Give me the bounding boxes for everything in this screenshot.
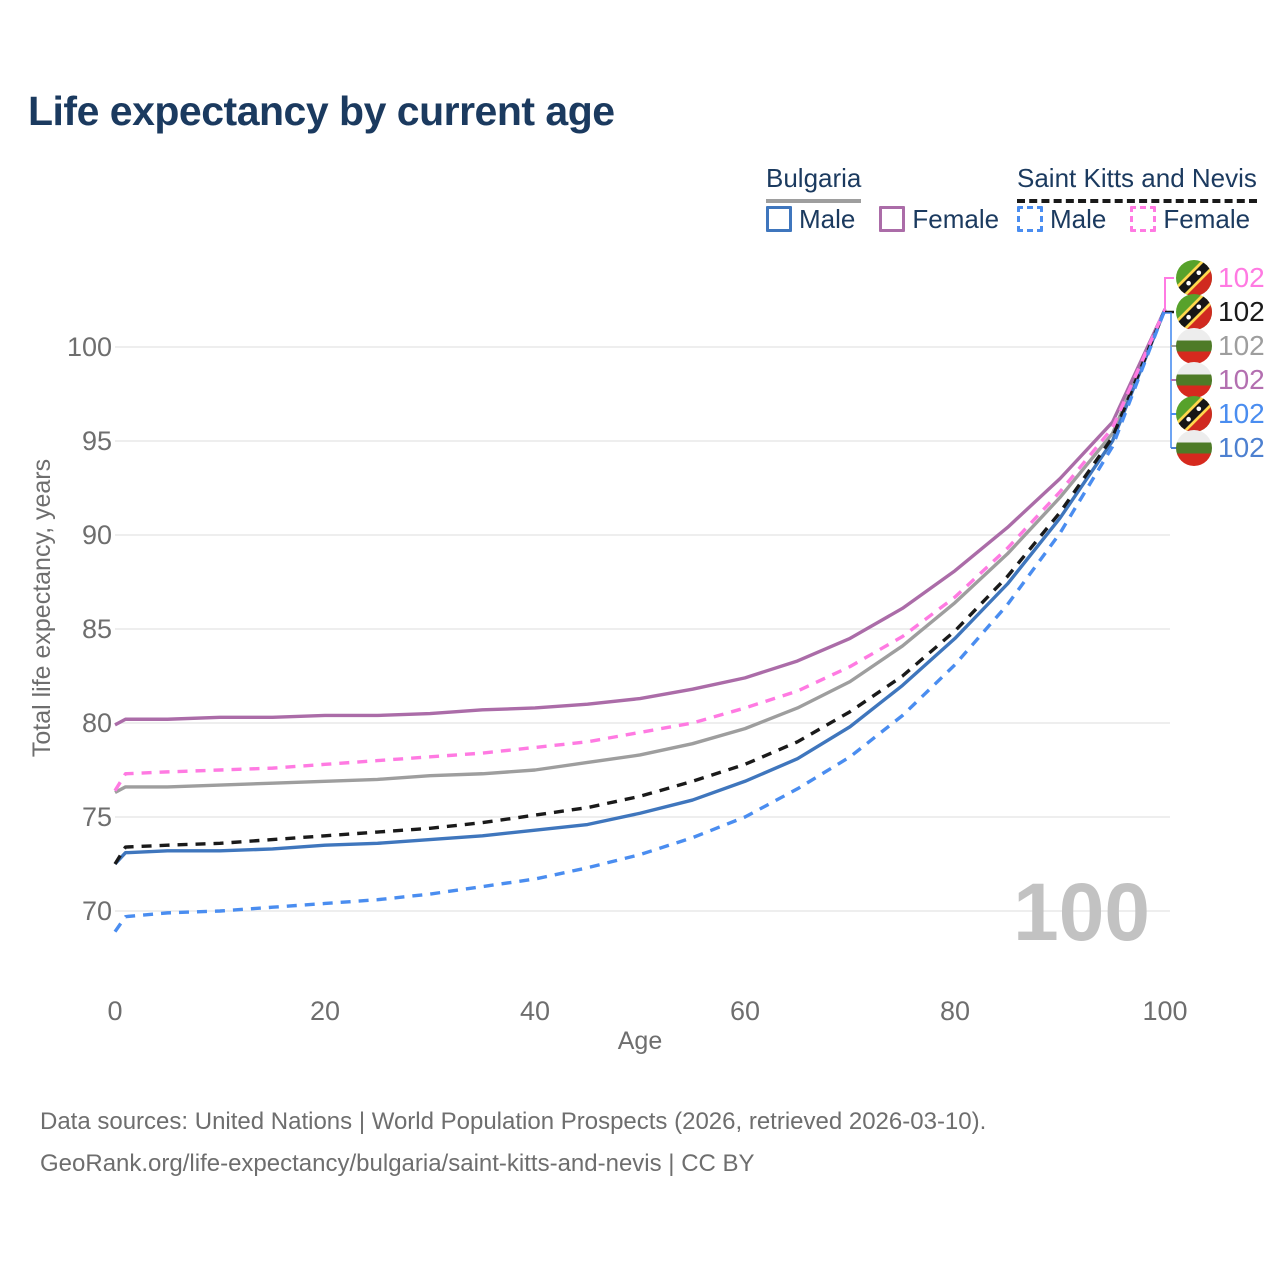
legend-label-skn-male[interactable]: Male <box>1050 203 1107 234</box>
line-skn-female[interactable] <box>113 308 1167 792</box>
y-tick-100: 100 <box>66 332 112 362</box>
end-label-skn-total[interactable]: 102 <box>1218 296 1265 327</box>
line-skn-male[interactable] <box>113 308 1167 933</box>
legend-label-skn-female[interactable]: Female <box>1163 203 1251 234</box>
legend-swatch-skn-female[interactable] <box>1130 206 1157 232</box>
saint-kitts-and-nevis-flag-icon <box>1176 260 1212 296</box>
end-label-bulgaria-male[interactable]: 102 <box>1218 432 1265 463</box>
y-tick-90: 90 <box>81 520 112 550</box>
page-title: Life expectancy by current age <box>28 88 615 134</box>
legend-row-bulgaria: Male Female <box>766 203 999 235</box>
line-skn-total[interactable] <box>113 308 1167 865</box>
bulgaria-flag-icon <box>1176 362 1212 398</box>
legend-swatch-bulgaria-female[interactable] <box>879 206 906 232</box>
x-tick-0: 0 <box>107 996 123 1026</box>
end-label-skn-female[interactable]: 102 <box>1218 262 1265 293</box>
y-tick-75: 75 <box>81 802 112 832</box>
source-url: GeoRank.org/life-expectancy/bulgaria/sai… <box>40 1150 755 1177</box>
connector-skn-female <box>1164 277 1174 310</box>
line-bulgaria-total[interactable] <box>114 308 1167 795</box>
end-label-skn-male[interactable]: 102 <box>1218 398 1265 429</box>
end-label-bulgaria-female[interactable]: 102 <box>1218 364 1265 395</box>
x-tick-80: 80 <box>939 996 971 1026</box>
x-tick-40: 40 <box>519 996 551 1026</box>
data-sources-note: Data sources: United Nations | World Pop… <box>40 1108 987 1135</box>
connector-spine <box>1165 312 1172 448</box>
legend-label-bulgaria-male[interactable]: Male <box>799 203 856 234</box>
x-tick-60: 60 <box>729 996 761 1026</box>
x-tick-100: 100 <box>1142 996 1188 1026</box>
gridlines <box>115 346 1170 912</box>
bulgaria-flag-icon <box>1176 328 1212 364</box>
y-tick-95: 95 <box>81 426 112 456</box>
legend-group-bulgaria[interactable]: Bulgaria <box>766 163 862 203</box>
line-bulgaria-male[interactable] <box>113 308 1167 866</box>
bulgaria-flag-icon <box>1176 430 1212 466</box>
end-label-bulgaria-total[interactable]: 102 <box>1218 330 1265 361</box>
line-bulgaria-female[interactable] <box>114 308 1167 727</box>
saint-kitts-and-nevis-flag-icon <box>1176 396 1212 432</box>
y-tick-80: 80 <box>81 708 112 738</box>
hover-age-watermark: 100 <box>1013 867 1150 958</box>
legend-swatch-skn-male[interactable] <box>1017 206 1043 232</box>
legend-label-bulgaria-female[interactable]: Female <box>912 203 1000 234</box>
legend-group-saint-kitts-and-nevis[interactable]: Saint Kitts and Nevis <box>1017 163 1257 203</box>
legend-swatch-bulgaria-male[interactable] <box>766 206 792 232</box>
legend-row-saint-kitts-and-nevis: Male Female <box>1017 203 1250 235</box>
y-axis-title: Total life expectancy, years <box>28 458 56 758</box>
saint-kitts-and-nevis-flag-icon <box>1176 294 1212 330</box>
x-tick-20: 20 <box>309 996 341 1026</box>
y-tick-70: 70 <box>81 896 112 926</box>
y-tick-85: 85 <box>81 614 112 644</box>
x-axis-title: Age <box>617 1027 663 1055</box>
